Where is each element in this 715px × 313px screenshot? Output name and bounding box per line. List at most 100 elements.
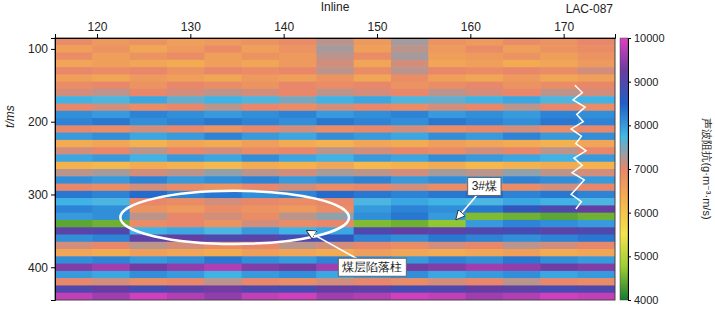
cell [242,227,280,235]
cell [204,82,242,90]
tick-label: 170 [554,20,574,34]
cell [578,45,615,53]
cell [354,89,392,97]
cell [130,74,168,82]
cell [167,184,205,192]
cell [354,227,392,235]
cell [242,249,280,257]
cell [167,154,205,162]
cell [279,140,317,148]
annotation-label: 3#煤 [472,179,497,193]
cell [354,60,392,68]
axis-line [56,34,616,39]
cell [503,191,541,199]
cell [354,184,392,192]
cell [279,271,317,279]
cell [316,45,354,53]
cell [204,104,242,112]
cell [167,45,205,53]
cell [204,118,242,126]
tick-mark [628,125,631,126]
tick-mark [628,38,631,39]
cell [503,60,541,68]
cell [354,213,392,221]
chart: 1201301401501601701002003004003#煤煤层陷落柱In… [0,0,715,313]
cell [242,45,280,53]
cell [466,53,504,61]
cell [540,67,578,75]
cell [279,82,317,90]
cell [316,184,354,192]
cell [354,111,392,119]
cell [279,74,317,82]
cell [204,60,242,68]
tick-mark [628,213,631,214]
cell [316,133,354,141]
cell [92,162,130,170]
tick-label: 100 [28,42,48,56]
cell [316,285,354,293]
cell [503,198,541,206]
cell [167,198,205,206]
cell [92,249,130,257]
cell [92,60,130,68]
cell [316,147,354,155]
cell [279,293,317,300]
cell [242,205,280,213]
cell [279,96,317,104]
cell [55,82,93,90]
cell [578,133,615,141]
cell [204,162,242,170]
tick-mark [284,34,285,38]
cell [540,147,578,155]
cell [578,205,615,213]
cell [428,205,466,213]
cell [130,104,168,112]
cell [466,74,504,82]
cell [540,293,578,300]
cell [130,213,168,221]
cell [92,82,130,90]
cell [503,45,541,53]
cell [428,60,466,68]
cell [578,89,615,97]
cell [279,147,317,155]
cell [279,60,317,68]
axis-line [51,39,56,301]
annotations: 3#煤煤层陷落柱 [120,177,501,276]
cell [55,118,93,126]
cell [578,249,615,257]
cell [578,162,615,170]
cell [354,285,392,293]
cell [466,118,504,126]
cell [391,125,429,133]
cell [578,235,615,243]
cell [428,111,466,119]
cell [391,53,429,61]
cell [540,264,578,272]
cell [92,256,130,264]
cell [167,125,205,133]
cell [242,169,280,177]
cell [428,184,466,192]
cell [167,256,205,264]
cell [428,140,466,148]
cell [466,249,504,257]
cell [466,111,504,119]
cell [92,74,130,82]
cell [466,140,504,148]
cell [316,104,354,112]
cell [428,264,466,272]
cell [428,227,466,235]
cell [540,118,578,126]
cell [242,38,280,46]
cell [55,271,93,279]
cell [466,293,504,300]
cell [167,227,205,235]
cell [55,60,93,68]
cell [92,67,130,75]
cell [55,38,93,46]
cell [578,213,615,221]
cell [279,278,317,286]
cell [167,89,205,97]
